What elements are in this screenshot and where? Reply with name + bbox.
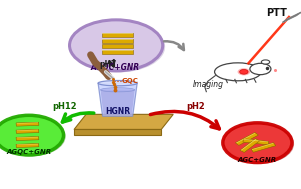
Polygon shape (102, 50, 133, 51)
Polygon shape (102, 50, 133, 54)
Polygon shape (74, 129, 161, 135)
Polygon shape (102, 33, 133, 34)
Text: GQC: GQC (121, 78, 138, 84)
Ellipse shape (225, 124, 294, 164)
Polygon shape (240, 139, 260, 152)
Polygon shape (102, 44, 133, 48)
Polygon shape (16, 144, 39, 147)
Ellipse shape (0, 117, 66, 156)
Ellipse shape (215, 63, 261, 81)
Polygon shape (16, 129, 39, 133)
Polygon shape (17, 144, 38, 145)
Polygon shape (101, 90, 135, 115)
Polygon shape (252, 143, 274, 150)
Polygon shape (98, 83, 137, 116)
Ellipse shape (223, 123, 292, 163)
Text: Imaging: Imaging (192, 80, 223, 89)
Text: AGQC+GNR: AGQC+GNR (6, 149, 51, 155)
Text: HGNR: HGNR (105, 107, 130, 116)
Polygon shape (241, 139, 256, 150)
Polygon shape (243, 139, 269, 145)
Polygon shape (283, 12, 301, 22)
Polygon shape (236, 133, 255, 143)
Text: AGC+GNR: AGC+GNR (238, 157, 277, 163)
Ellipse shape (250, 63, 271, 75)
Polygon shape (17, 130, 38, 131)
Text: pH7: pH7 (100, 60, 117, 69)
Ellipse shape (261, 60, 270, 64)
Polygon shape (235, 132, 259, 145)
Polygon shape (102, 39, 133, 40)
Text: pH12: pH12 (53, 102, 77, 111)
Polygon shape (16, 122, 39, 126)
Ellipse shape (237, 68, 250, 75)
Ellipse shape (98, 81, 137, 86)
Text: pH2: pH2 (186, 102, 205, 111)
Text: PTT: PTT (266, 8, 287, 18)
Polygon shape (17, 137, 38, 138)
Polygon shape (244, 139, 268, 142)
Polygon shape (16, 137, 39, 140)
Ellipse shape (70, 20, 163, 71)
Polygon shape (102, 33, 133, 37)
Ellipse shape (240, 70, 248, 74)
Polygon shape (251, 143, 276, 152)
Ellipse shape (101, 88, 135, 92)
Polygon shape (74, 114, 173, 129)
Polygon shape (17, 122, 38, 124)
Text: AGQC+GNR: AGQC+GNR (90, 63, 139, 72)
Ellipse shape (72, 21, 165, 72)
Polygon shape (102, 39, 133, 43)
Ellipse shape (0, 115, 64, 155)
